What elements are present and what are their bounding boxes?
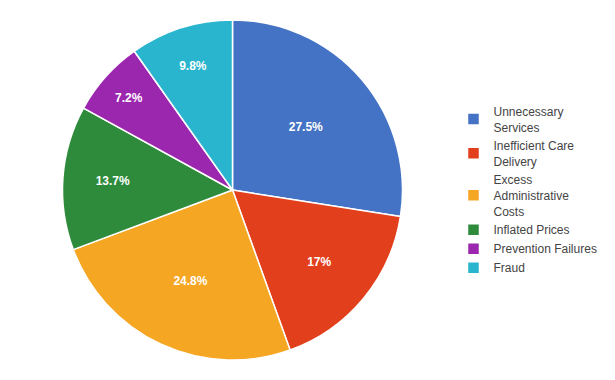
svg-text:Inflated Prices: Inflated Prices xyxy=(494,223,570,237)
svg-text:7.2%: 7.2% xyxy=(115,91,143,105)
svg-text:24.8%: 24.8% xyxy=(173,274,207,288)
svg-text:13.7%: 13.7% xyxy=(96,174,130,188)
svg-text:ExcessAdministrativeCosts: ExcessAdministrativeCosts xyxy=(494,173,570,218)
svg-text:Inefficient CareDelivery: Inefficient CareDelivery xyxy=(494,139,575,169)
svg-text:Fraud: Fraud xyxy=(494,261,525,275)
svg-text:Prevention Failures: Prevention Failures xyxy=(494,242,597,256)
svg-text:27.5%: 27.5% xyxy=(289,120,323,134)
svg-text:UnnecessaryServices: UnnecessaryServices xyxy=(494,105,564,135)
svg-text:9.8%: 9.8% xyxy=(179,59,207,73)
svg-text:17%: 17% xyxy=(307,255,331,269)
